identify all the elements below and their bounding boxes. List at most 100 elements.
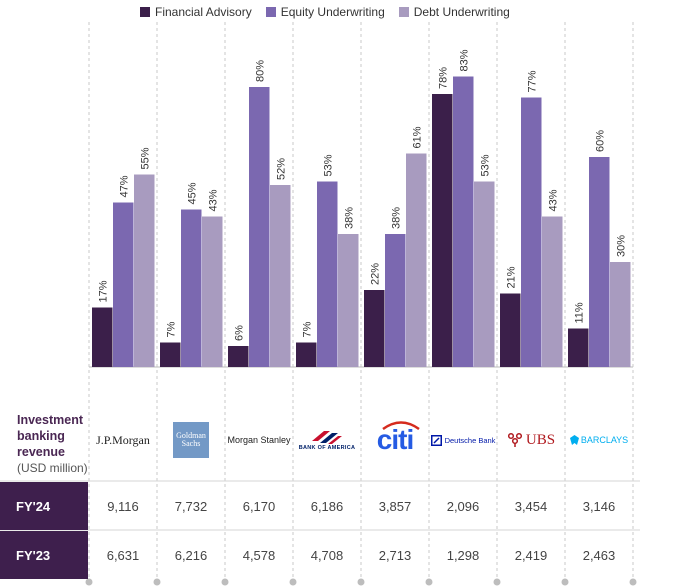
data-label-equity-underwriting-jpmorgan: 47% — [118, 175, 130, 197]
revenue-label-line2: banking — [17, 429, 65, 443]
data-label-equity-underwriting-morgan-stanley: 80% — [254, 60, 266, 82]
data-label-financial-advisory-ubs: 21% — [505, 266, 517, 288]
bar-debt-underwriting-goldman-sachs — [202, 216, 223, 367]
jpmorgan-logo-text: J.P.Morgan — [96, 432, 150, 447]
legend-swatch-equity-underwriting — [265, 7, 276, 17]
data-label-debt-underwriting-ubs: 43% — [547, 189, 559, 211]
barclays-logo-wrap: BARCLAYS — [569, 435, 629, 445]
bar-financial-advisory-goldman-sachs — [160, 342, 181, 367]
bar-financial-advisory-deutsche-bank — [432, 94, 453, 367]
data-label-debt-underwriting-citi: 61% — [411, 126, 423, 148]
column-divider-dot-5 — [425, 578, 433, 586]
data-label-financial-advisory-morgan-stanley: 6% — [233, 325, 245, 341]
fy23-value-jpmorgan: 6,631 — [106, 547, 140, 563]
legend-item-debt-underwriting: Debt Underwriting — [398, 5, 510, 19]
data-label-equity-underwriting-citi: 38% — [390, 207, 402, 229]
legend-swatch-debt-underwriting — [398, 7, 409, 17]
citi-logo-wrap: citi — [377, 421, 420, 456]
bank-of-america-logo: BANK OF AMERICA — [293, 416, 361, 464]
fy24-value-morgan-stanley: 6,170 — [242, 498, 276, 514]
bar-equity-underwriting-jpmorgan — [113, 202, 134, 367]
bar-financial-advisory-jpmorgan — [92, 307, 113, 367]
goldman-sachs-logo: Goldman Sachs — [157, 416, 225, 464]
goldman-sachs-logo-box: Goldman Sachs — [173, 422, 209, 458]
data-label-debt-underwriting-morgan-stanley: 52% — [275, 158, 287, 180]
data-label-debt-underwriting-barclays: 30% — [615, 235, 627, 257]
fy23-value-morgan-stanley: 4,578 — [242, 547, 276, 563]
bar-financial-advisory-barclays — [568, 328, 589, 367]
bar-equity-underwriting-bank-of-america — [317, 181, 338, 367]
data-label-financial-advisory-citi: 22% — [369, 263, 381, 285]
legend-item-financial-advisory: Financial Advisory — [140, 5, 252, 19]
morgan-stanley-logo: Morgan Stanley — [225, 416, 293, 464]
bar-debt-underwriting-deutsche-bank — [474, 181, 495, 367]
barclays-eagle-icon — [569, 435, 579, 445]
bar-debt-underwriting-citi — [406, 153, 427, 367]
revenue-label-line1: Investment — [17, 413, 83, 427]
bar-debt-underwriting-bank-of-america — [338, 234, 359, 367]
morgan-stanley-logo-text: Morgan Stanley — [227, 435, 291, 445]
data-label-debt-underwriting-bank-of-america: 38% — [343, 207, 355, 229]
bar-financial-advisory-citi — [364, 290, 385, 367]
row-label-fy24: FY'24 — [0, 482, 88, 530]
bar-equity-underwriting-morgan-stanley — [249, 87, 270, 367]
revenue-label-unit: (USD million) — [17, 461, 88, 475]
bar-equity-underwriting-deutsche-bank — [453, 76, 474, 367]
citi-logo: citi — [361, 416, 429, 464]
bar-debt-underwriting-jpmorgan — [134, 174, 155, 367]
bar-equity-underwriting-citi — [385, 234, 406, 367]
jpmorgan-logo: J.P.Morgan — [89, 416, 157, 464]
data-label-equity-underwriting-deutsche-bank: 83% — [458, 49, 470, 71]
bar-debt-underwriting-morgan-stanley — [270, 185, 291, 367]
data-label-equity-underwriting-goldman-sachs: 45% — [186, 182, 198, 204]
legend-label-financial-advisory: Financial Advisory — [155, 5, 252, 19]
revenue-label-line3: revenue — [17, 445, 65, 459]
bar-debt-underwriting-barclays — [610, 262, 631, 367]
data-label-financial-advisory-bank-of-america: 7% — [301, 321, 313, 337]
data-label-debt-underwriting-goldman-sachs: 43% — [207, 189, 219, 211]
deutsche-bank-logo: Deutsche Bank — [429, 416, 497, 464]
fy24-value-ubs: 3,454 — [514, 498, 548, 514]
fy23-value-deutsche-bank: 1,298 — [446, 547, 480, 563]
column-divider-dot-3 — [289, 578, 297, 586]
goldman-sachs-logo-line2: Sachs — [181, 439, 201, 448]
bar-equity-underwriting-goldman-sachs — [181, 209, 202, 367]
fy23-value-citi: 2,713 — [378, 547, 412, 563]
fy23-value-ubs: 2,419 — [514, 547, 548, 563]
legend-item-equity-underwriting: Equity Underwriting — [265, 5, 385, 19]
data-label-financial-advisory-jpmorgan: 17% — [97, 280, 109, 302]
bar-financial-advisory-ubs — [500, 293, 521, 367]
data-label-debt-underwriting-deutsche-bank: 53% — [479, 154, 491, 176]
fy24-value-goldman-sachs: 7,732 — [174, 498, 208, 514]
barclays-logo-text: BARCLAYS — [580, 435, 629, 445]
fy23-value-goldman-sachs: 6,216 — [174, 547, 208, 563]
legend-swatch-financial-advisory — [140, 7, 150, 17]
bar-debt-underwriting-ubs — [542, 216, 563, 367]
column-divider-dot-6 — [493, 578, 501, 586]
ubs-keys-icon — [507, 432, 522, 447]
legend-label-equity-underwriting: Equity Underwriting — [280, 5, 385, 19]
fy24-value-jpmorgan: 9,116 — [107, 498, 139, 514]
citi-arc-icon — [382, 421, 420, 430]
column-divider-dot-8 — [629, 578, 637, 586]
fy24-value-citi: 3,857 — [378, 498, 412, 514]
bar-financial-advisory-morgan-stanley — [228, 346, 249, 367]
fy24-value-deutsche-bank: 2,096 — [446, 498, 480, 514]
column-divider-dot-2 — [221, 578, 229, 586]
bar-equity-underwriting-barclays — [589, 157, 610, 367]
data-label-financial-advisory-barclays: 11% — [573, 302, 585, 323]
column-divider-dot-4 — [357, 578, 365, 586]
fy23-value-barclays: 2,463 — [582, 547, 616, 563]
bank-of-america-flag-icon — [311, 431, 342, 444]
deutsche-bank-slash-icon — [430, 434, 442, 446]
legend-label-debt-underwriting: Debt Underwriting — [413, 5, 510, 19]
goldman-sachs-logo-line1: Goldman — [176, 431, 206, 440]
revenue-table-label: Investment banking revenue (USD million) — [17, 412, 92, 476]
column-divider-dot-7 — [561, 578, 569, 586]
column-divider-dot-0 — [85, 578, 93, 586]
fy24-value-bank-of-america: 6,186 — [310, 498, 344, 514]
bank-of-america-logo-stack: BANK OF AMERICA — [299, 429, 356, 451]
bar-equity-underwriting-ubs — [521, 97, 542, 367]
data-label-equity-underwriting-ubs: 77% — [526, 70, 538, 92]
chart-legend: Financial Advisory Equity Underwriting D… — [140, 3, 510, 21]
